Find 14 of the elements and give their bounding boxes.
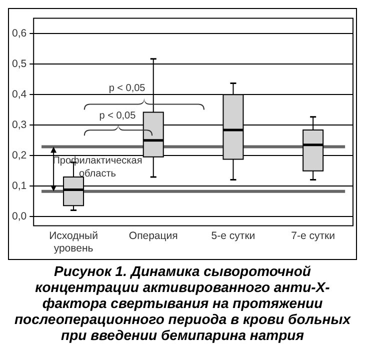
text: Рисунок 1. Динамика сывороточной концентрации активированного анти-Х-фактора свертывания на протяжении послеоперационного периода в крови больных при введении бемипарина натрия xyxy=(14,263,352,343)
x-tick-label: 5-е сутки xyxy=(211,230,256,242)
y-tick-label: 0,5 xyxy=(12,58,27,70)
x-tick-label: Операция xyxy=(128,230,178,242)
y-tick-label: 0,6 xyxy=(12,27,27,40)
annotation: p < 0,05 xyxy=(99,110,136,122)
y-tick-label: 0,0 xyxy=(12,210,27,223)
x-tick-label: Исходный уровень xyxy=(49,230,98,255)
x-tick-label: 7-е сутки xyxy=(291,230,336,242)
y-tick-label: 0,4 xyxy=(12,88,27,100)
y-tick-label: 0,2 xyxy=(12,150,27,162)
y-tick-label: 0,3 xyxy=(12,118,27,131)
annotation: p < 0,05 xyxy=(108,83,146,94)
y-tick-label: 0,1 xyxy=(12,180,27,192)
